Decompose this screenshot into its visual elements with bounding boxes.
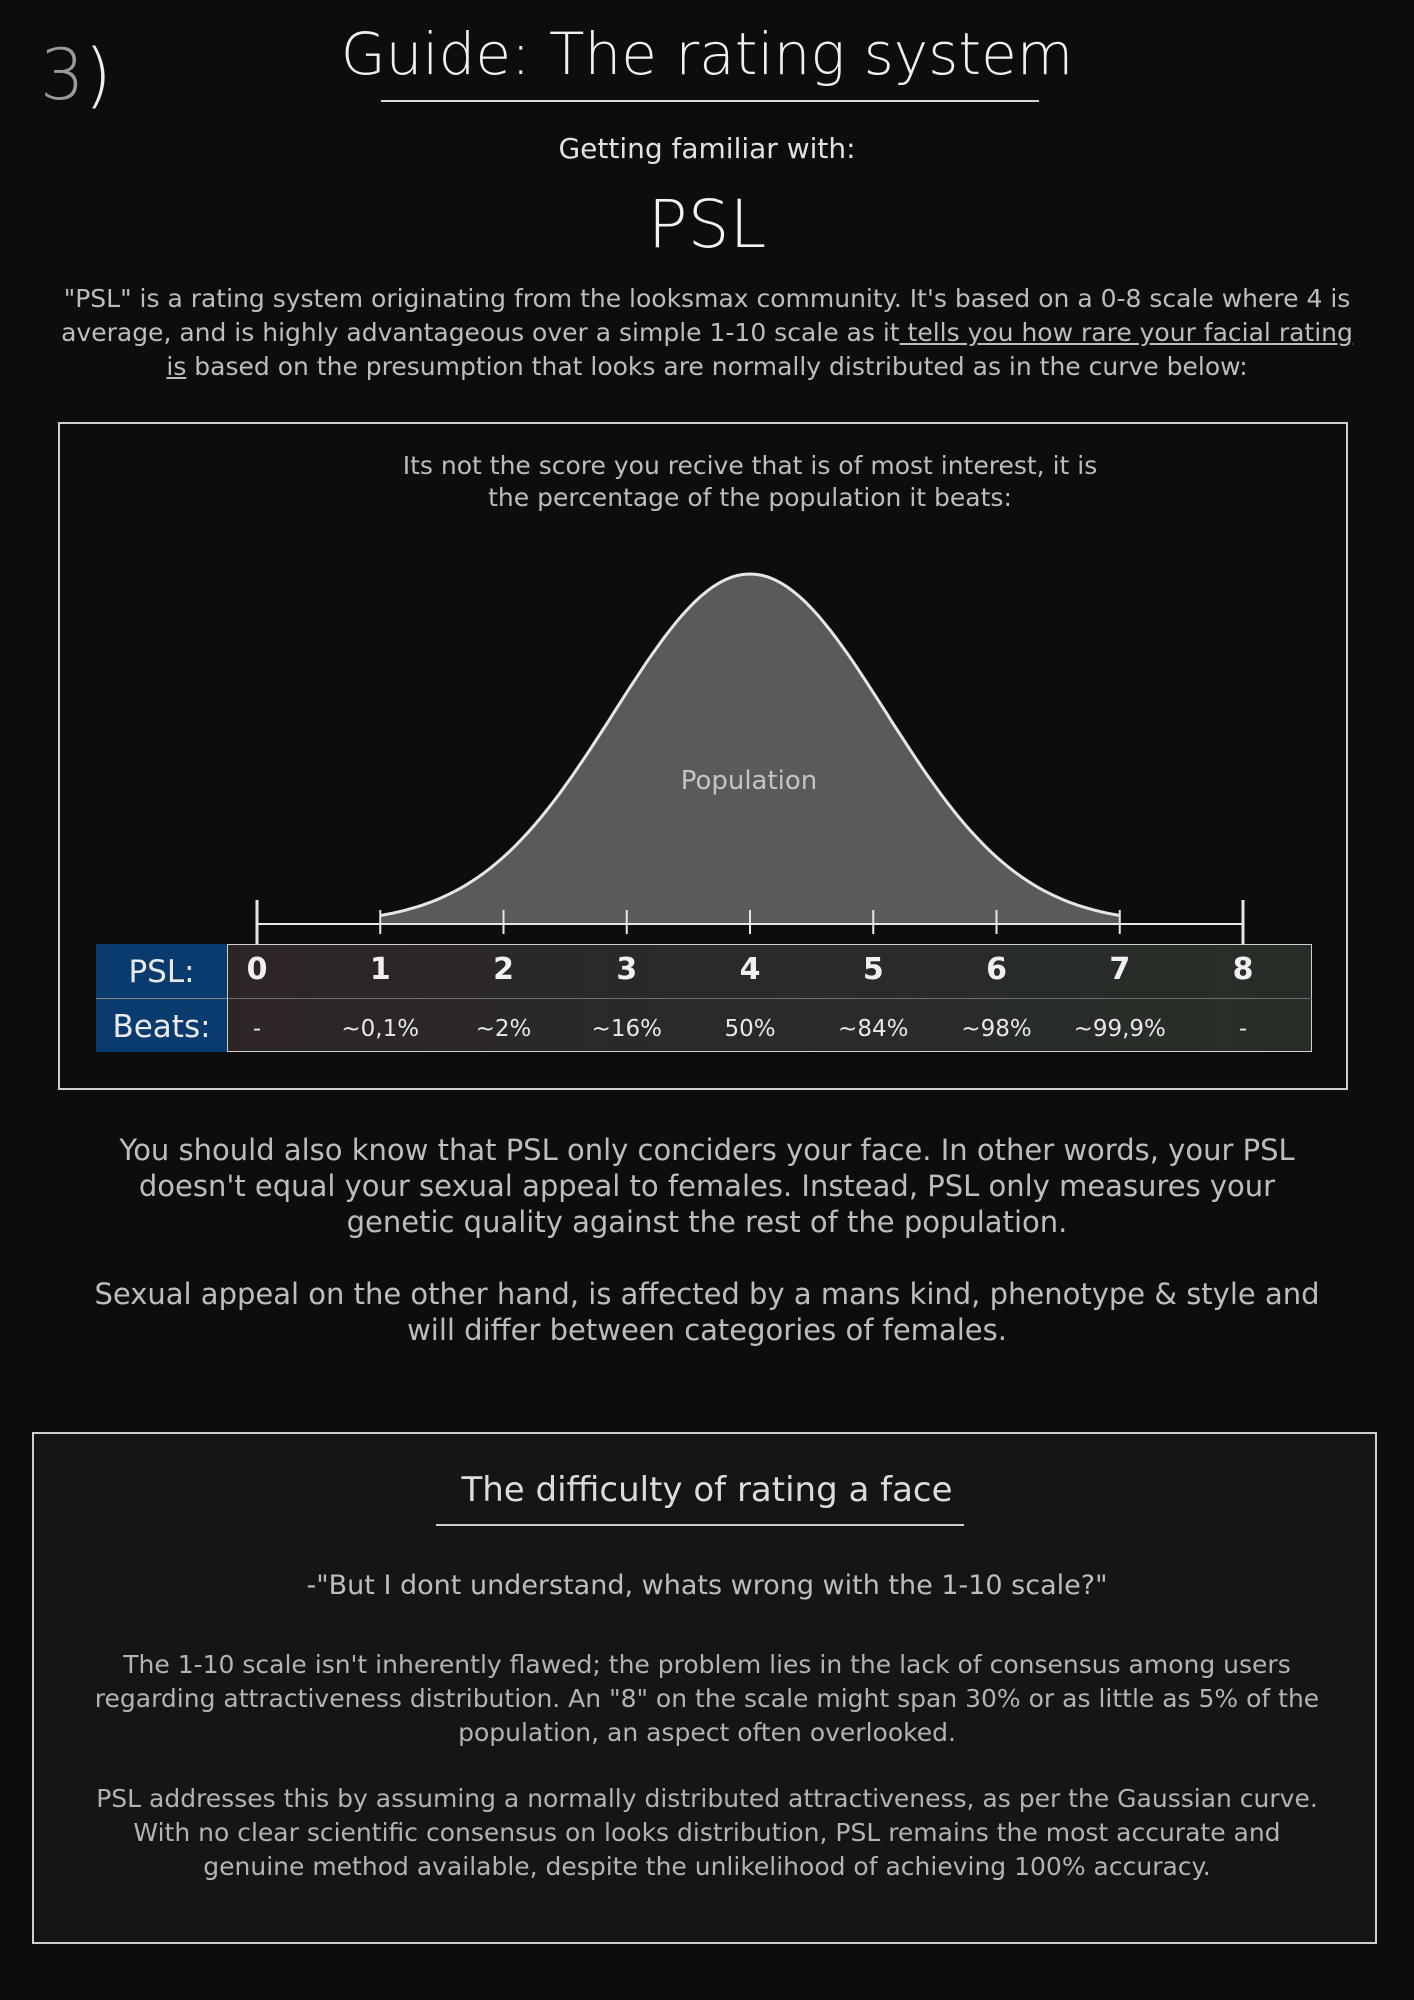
axis-ticks <box>379 910 1121 1010</box>
page-title: Guide: The rating system <box>340 20 1074 88</box>
difficulty-title-underline <box>436 1524 964 1526</box>
face-only-paragraph: You should also know that PSL only conci… <box>119 1133 1295 1239</box>
intro-underlined-text: tells you how rare your facial rating is <box>166 318 1353 381</box>
step-paren: ) <box>84 34 112 116</box>
psl-score-value: 1 <box>369 952 391 987</box>
sexual-appeal-paragraph: Sexual appeal on the other hand, is affe… <box>94 1277 1320 1347</box>
beats-percentage-value: ~2% <box>475 1016 532 1042</box>
psl-score-value: 5 <box>862 952 884 987</box>
difficulty-paragraph-1: The 1-10 scale isn't inherently flawed; … <box>94 1650 1320 1747</box>
beats-percentage-value: - <box>252 1016 262 1042</box>
step-digit: 3 <box>40 34 85 116</box>
difficulty-title: The difficulty of rating a face <box>461 1470 953 1510</box>
psl-score-value: 7 <box>1109 952 1131 987</box>
psl-score-value: 6 <box>986 952 1007 987</box>
difficulty-panel <box>32 1432 1377 1944</box>
psl-score-value: 4 <box>739 952 761 987</box>
intro-text-2: based on the presumption that looks are … <box>186 352 1248 381</box>
intro-paragraph: "PSL" is a rating system originating fro… <box>60 282 1354 384</box>
beats-percentage-value: ~84% <box>838 1016 909 1042</box>
beats-percentage-value: ~0,1% <box>341 1016 420 1042</box>
psl-score-value: 8 <box>1232 952 1254 987</box>
psl-score-value: 0 <box>246 952 268 987</box>
chart-caption-line-2: the percentage of the population it beat… <box>488 483 1012 512</box>
difficulty-paragraph-2: PSL addresses this by assuming a normall… <box>96 1784 1318 1881</box>
subtitle: Getting familiar with: <box>558 132 856 165</box>
population-curve-line <box>380 572 1120 917</box>
title-underline <box>381 100 1039 102</box>
step-number: 3) <box>40 40 112 110</box>
beats-percentage-value: ~99,9% <box>1073 1016 1166 1042</box>
psl-score-value: 2 <box>493 952 514 987</box>
table-row-divider <box>228 998 1312 999</box>
psl-heading: PSL <box>647 186 767 263</box>
beats-row-label: Beats: <box>96 998 228 1052</box>
beats-percentage-value: ~98% <box>961 1016 1032 1042</box>
chart-caption-line-1: Its not the score you recive that is of … <box>402 451 1098 480</box>
population-curve-area <box>380 574 1120 924</box>
psl-row-label: PSL: <box>96 944 228 998</box>
beats-percentage-value: - <box>1238 1016 1248 1042</box>
intro-text-1: "PSL" is a rating system originating fro… <box>61 284 1351 347</box>
beats-percentage-value: 50% <box>724 1016 776 1042</box>
difficulty-quote: -"But I dont understand, whats wrong wit… <box>306 1570 1108 1601</box>
psl-score-value: 3 <box>616 952 638 987</box>
chart-frame <box>58 422 1348 1090</box>
population-label: Population <box>681 766 818 796</box>
beats-percentage-value: ~16% <box>591 1016 662 1042</box>
chart-caption: Its not the score you recive that is of … <box>360 450 1140 514</box>
